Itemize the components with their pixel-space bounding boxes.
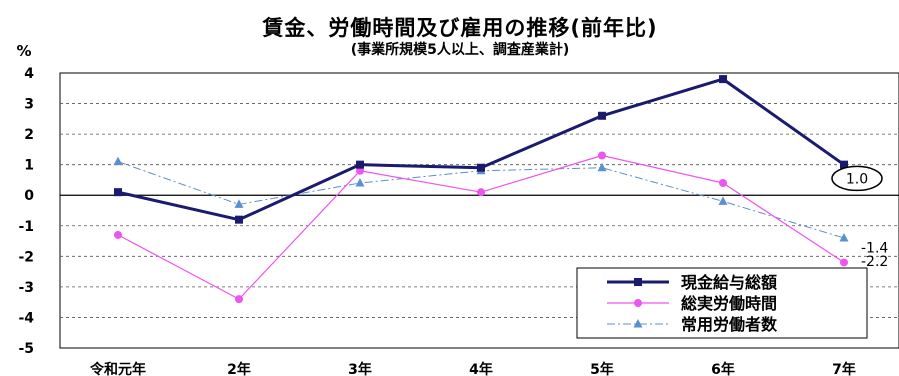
legend-marker bbox=[634, 299, 642, 307]
x-tick-label: 4年 bbox=[469, 361, 493, 376]
data-point bbox=[235, 295, 243, 304]
data-point bbox=[356, 166, 364, 175]
y-tick-label: 2 bbox=[24, 127, 34, 143]
legend-label: 常用労働者数 bbox=[681, 315, 778, 334]
legend-label: 現金給与総額 bbox=[681, 273, 777, 292]
data-point bbox=[356, 160, 364, 169]
data-point bbox=[114, 188, 122, 197]
plot-area bbox=[59, 72, 899, 349]
x-tick-label: 6年 bbox=[711, 361, 735, 376]
x-tick-label: 3年 bbox=[348, 361, 372, 376]
y-tick-label: 4 bbox=[24, 66, 34, 82]
y-tick-label: -3 bbox=[18, 280, 34, 296]
y-tick-label: -5 bbox=[18, 341, 34, 357]
data-point bbox=[598, 151, 606, 160]
y-tick-label: -2 bbox=[18, 249, 34, 265]
data-point bbox=[114, 230, 122, 239]
data-point bbox=[840, 258, 848, 267]
data-point bbox=[719, 179, 727, 187]
y-tick-label: 1 bbox=[24, 158, 34, 174]
series-line bbox=[117, 77, 845, 222]
x-tick-label: 令和元年 bbox=[89, 361, 146, 376]
data-point bbox=[355, 178, 365, 187]
data-label: -1.4 bbox=[861, 241, 888, 257]
data-point bbox=[718, 196, 728, 205]
y-tick-label: 0 bbox=[24, 188, 34, 204]
x-tick-label: 2年 bbox=[227, 361, 251, 376]
series-2 bbox=[114, 151, 848, 304]
data-point bbox=[719, 75, 727, 84]
y-axis-label: % bbox=[16, 42, 31, 60]
y-tick-label: -1 bbox=[18, 219, 34, 235]
chart-title: 賃金、労働時間及び雇用の推移(前年比) bbox=[262, 16, 658, 40]
data-label: 1.0 bbox=[846, 171, 868, 187]
data-point bbox=[234, 199, 244, 208]
legend-marker bbox=[634, 278, 642, 286]
annotation-circle bbox=[831, 165, 883, 192]
x-tick-label: 5年 bbox=[590, 361, 614, 376]
data-point bbox=[477, 163, 485, 172]
legend-label: 総実労働時間 bbox=[681, 294, 777, 313]
chart-subtitle: (事業所規模5人以上、調査産業計) bbox=[350, 42, 570, 58]
legend-marker bbox=[633, 319, 643, 328]
data-point bbox=[839, 233, 849, 242]
data-point bbox=[597, 162, 607, 172]
y-tick-label: -4 bbox=[18, 310, 34, 326]
data-point bbox=[113, 156, 123, 166]
data-point bbox=[235, 215, 243, 224]
data-label: -2.2 bbox=[861, 254, 888, 270]
y-tick-label: 3 bbox=[24, 97, 34, 113]
data-point bbox=[840, 160, 848, 169]
data-point bbox=[477, 188, 485, 197]
data-point bbox=[598, 111, 606, 120]
series-1 bbox=[114, 75, 848, 224]
x-tick-label: 7年 bbox=[832, 361, 856, 376]
